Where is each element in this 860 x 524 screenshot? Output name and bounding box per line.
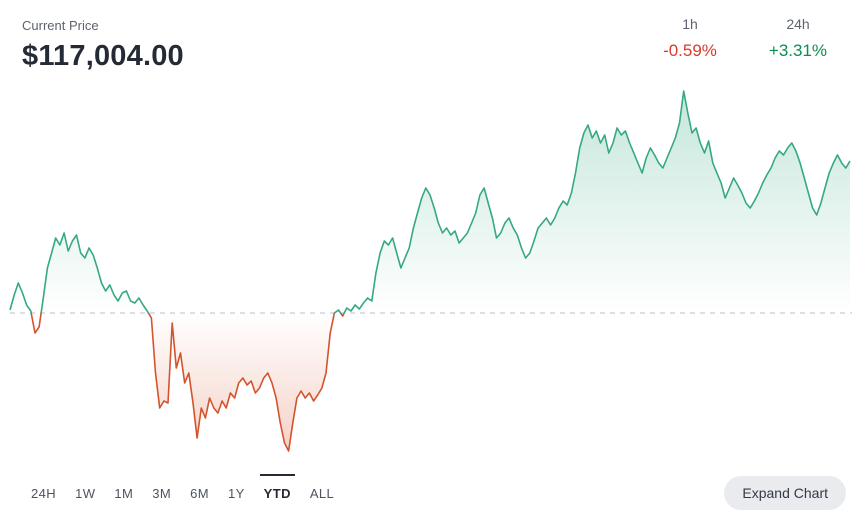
area-below-baseline [10,313,850,451]
stat-1h-label: 1h [682,16,698,32]
tab-all[interactable]: ALL [309,485,335,501]
price-chart[interactable] [0,80,860,470]
chart-footer: 24H 1W 1M 3M 6M 1Y YTD ALL Expand Chart [0,468,860,524]
tab-ytd[interactable]: YTD [259,473,296,501]
tab-6m[interactable]: 6M [190,485,209,501]
current-price-label: Current Price [22,18,99,33]
current-price-value: $117,004.00 [22,40,184,72]
stat-24h-value: +3.31% [768,41,828,60]
price-chart-svg [9,90,852,452]
time-range-tabs: 24H 1W 1M 3M 6M 1Y YTD ALL [30,473,335,503]
stat-24h: 24h +3.31% [762,16,834,61]
price-line-up [9,90,851,313]
stat-1h-value: -0.59% [663,41,717,60]
tab-3m[interactable]: 3M [152,485,172,501]
change-stats: 1h -0.59% 24h +3.31% [654,16,834,61]
stat-24h-label: 24h [786,16,810,32]
area-above-baseline [10,91,850,313]
tab-1m[interactable]: 1M [114,485,134,501]
price-header: Current Price $117,004.00 [22,18,184,73]
expand-chart-button[interactable]: Expand Chart [724,475,846,511]
tab-24h[interactable]: 24H [31,485,57,501]
price-line-down [30,313,346,452]
tab-1w[interactable]: 1W [75,485,96,501]
tab-1y[interactable]: 1Y [227,485,245,501]
stat-1h: 1h -0.59% [654,16,726,61]
